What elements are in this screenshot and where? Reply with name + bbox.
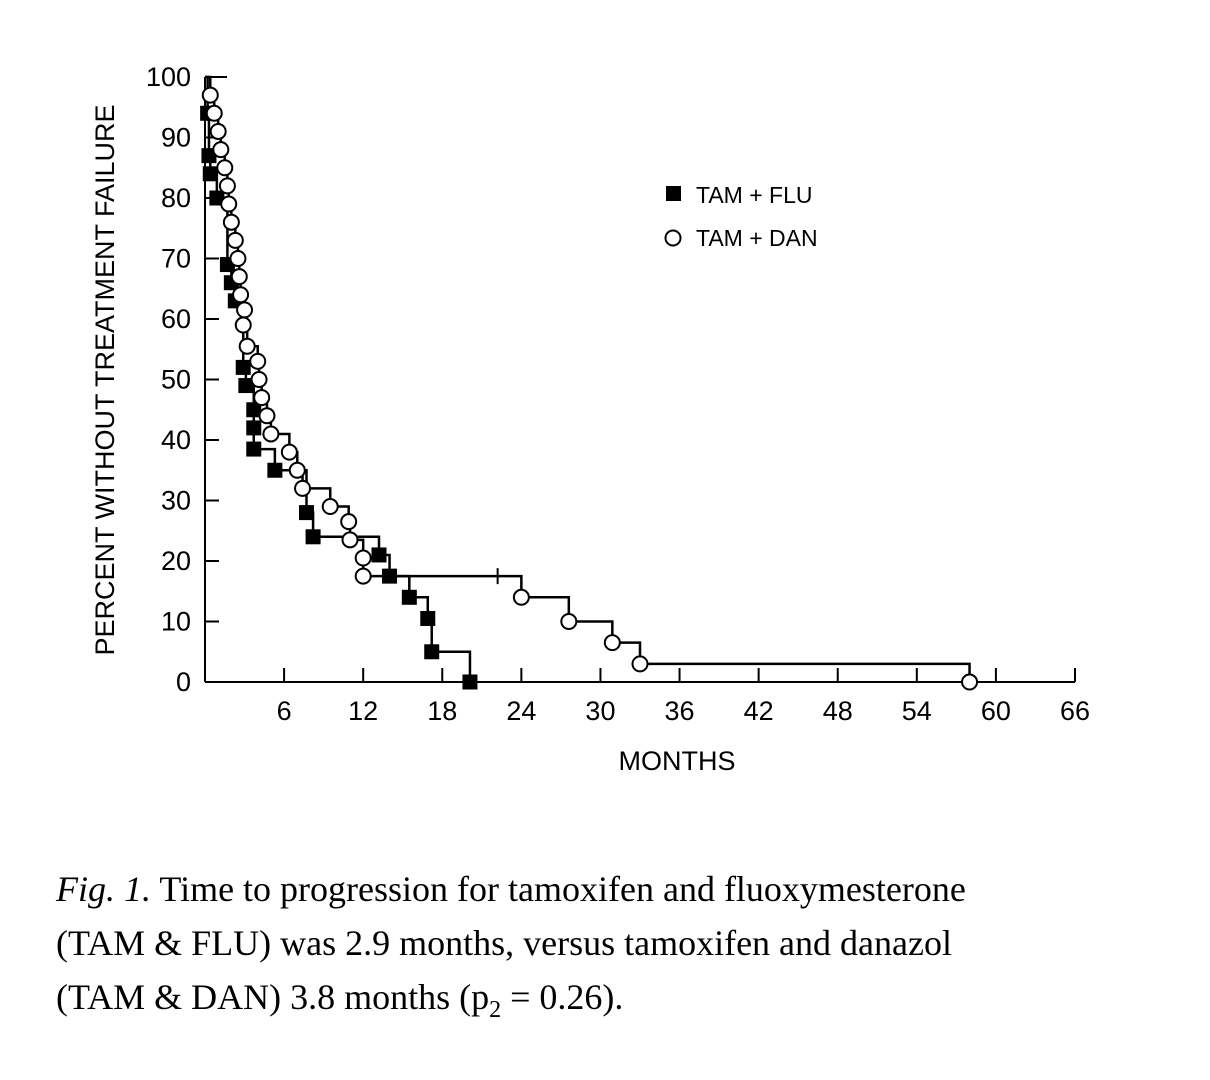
data-point-tam-flu	[246, 441, 262, 457]
caption-line-2: (TAM & FLU) was 2.9 months, versus tamox…	[56, 923, 952, 963]
legend-label-tam-dan: TAM + DAN	[696, 225, 818, 251]
y-tick-label: 90	[161, 123, 191, 153]
x-tick-label: 30	[585, 696, 615, 726]
data-point-tam-flu	[246, 420, 262, 436]
x-tick-label: 6	[277, 696, 292, 726]
y-tick-label: 0	[176, 667, 191, 697]
data-point-tam-flu	[420, 610, 436, 626]
data-point-tam-dan	[226, 231, 244, 249]
data-point-tam-dan	[209, 122, 227, 140]
data-point-tam-flu	[401, 589, 417, 605]
data-point-tam-flu	[299, 505, 314, 521]
survival-chart: 6 12 18 24 30 36 42 48 54 60 66 0 10 20 30 40 50 60 70 80 90…	[90, 62, 1090, 776]
x-tick-label: 66	[1060, 696, 1090, 726]
data-point-tam-flu	[238, 378, 254, 394]
data-point-tam-flu	[371, 547, 387, 563]
data-point-tam-flu	[202, 166, 218, 182]
x-tick-label: 24	[506, 696, 536, 726]
x-tick-label: 12	[348, 696, 378, 726]
step-curves	[205, 75, 971, 682]
data-point-tam-dan	[218, 177, 236, 195]
data-point-tam-dan	[631, 655, 649, 673]
x-tick-label: 36	[665, 696, 695, 726]
x-axis-label: MONTHS	[619, 746, 736, 776]
legend-marker-tam-dan	[664, 229, 682, 247]
data-point-tam-dan	[354, 549, 372, 567]
data-markers	[200, 86, 979, 691]
x-tick-label: 42	[744, 696, 774, 726]
caption-line-1: Fig. 1. Time to progression for tamoxife…	[56, 862, 1176, 916]
data-point-tam-dan	[253, 389, 271, 407]
caption-text-1: Time to progression for tamoxifen and fl…	[151, 869, 966, 909]
data-point-tam-dan	[262, 425, 280, 443]
y-tick-label: 60	[161, 304, 191, 334]
data-point-tam-flu	[305, 529, 321, 545]
data-point-tam-dan	[603, 634, 621, 652]
data-point-tam-dan	[229, 250, 247, 267]
y-tick-label: 80	[161, 183, 191, 213]
x-tick-label: 48	[823, 696, 853, 726]
data-point-tam-dan	[216, 159, 234, 177]
data-point-tam-dan	[232, 286, 250, 304]
caption-text-3b: = 0.26).	[501, 977, 624, 1017]
data-point-tam-flu	[235, 359, 251, 375]
x-tick-label: 54	[902, 696, 932, 726]
data-point-tam-dan	[205, 104, 223, 122]
data-point-tam-flu	[424, 644, 440, 660]
figure-label: Fig. 1.	[56, 869, 151, 909]
data-point-tam-dan	[201, 86, 219, 104]
data-point-tam-dan	[236, 301, 254, 319]
axes: 6 12 18 24 30 36 42 48 54 60 66 0 10 20 30 40 50 60 70 80 90…	[146, 62, 1090, 726]
legend-label-tam-flu: TAM + FLU	[696, 182, 813, 208]
y-tick-label: 70	[161, 244, 191, 274]
caption-line-3: (TAM & DAN) 3.8 months (p2 = 0.26).	[56, 970, 1176, 1037]
data-point-tam-flu	[462, 674, 478, 690]
y-tick-label: 40	[161, 425, 191, 455]
y-tick-label: 100	[146, 62, 191, 92]
data-point-tam-dan	[222, 213, 240, 231]
data-point-tam-dan	[512, 588, 530, 606]
step-line-series-1	[205, 75, 971, 682]
data-point-tam-dan	[294, 479, 312, 497]
y-tick-label: 50	[161, 365, 191, 395]
legend: TAM + FLU TAM + DAN	[664, 182, 818, 251]
data-point-tam-dan	[321, 498, 339, 516]
data-point-tam-dan	[280, 443, 298, 461]
data-point-tam-dan	[238, 337, 256, 355]
data-point-tam-dan	[340, 513, 358, 531]
y-tick-label: 10	[161, 607, 191, 637]
data-point-tam-dan	[230, 268, 248, 286]
data-point-tam-dan	[288, 461, 306, 479]
x-tick-label: 18	[427, 696, 457, 726]
data-point-tam-dan	[560, 613, 578, 630]
data-point-tam-dan	[234, 316, 252, 334]
data-point-tam-dan	[250, 371, 268, 388]
data-point-tam-flu	[382, 568, 398, 584]
y-tick-label: 30	[161, 486, 191, 516]
caption-subscript: 2	[489, 997, 502, 1024]
data-point-tam-flu	[246, 402, 262, 418]
x-tick-label: 60	[981, 696, 1011, 726]
y-axis-label: PERCENT WITHOUT TREATMENT FAILURE	[90, 104, 120, 655]
y-tick-label: 20	[161, 546, 191, 576]
data-point-tam-dan	[249, 352, 267, 370]
data-point-tam-dan	[354, 567, 372, 585]
data-point-tam-flu	[267, 462, 283, 478]
data-point-tam-dan	[258, 407, 276, 425]
data-point-tam-dan	[961, 673, 979, 691]
legend-marker-tam-flu	[666, 186, 681, 201]
data-point-tam-dan	[212, 141, 230, 159]
data-point-tam-dan	[341, 531, 359, 549]
caption-text-3a: (TAM & DAN) 3.8 months (p	[56, 977, 490, 1017]
figure-caption: Fig. 1. Time to progression for tamoxife…	[56, 862, 1176, 1037]
data-point-tam-dan	[220, 195, 238, 213]
